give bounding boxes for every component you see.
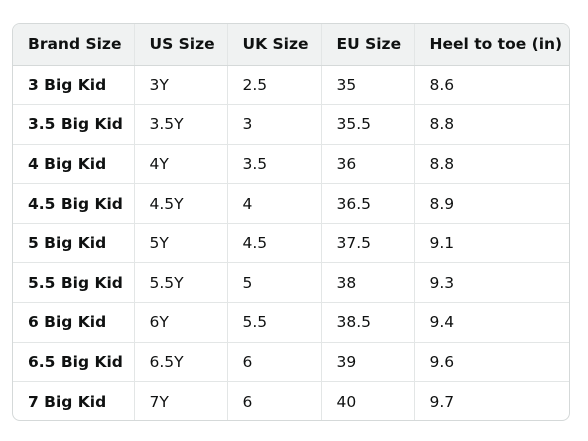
us-size-cell: 5Y bbox=[134, 223, 228, 264]
us-size-cell: 6.5Y bbox=[134, 342, 228, 383]
brand-size-cell: 6.5 Big Kid bbox=[13, 342, 135, 383]
us-size-cell: 7Y bbox=[134, 381, 228, 420]
heel-to-toe-cell: 9.7 bbox=[429, 392, 455, 411]
heel-to-toe-cell: 9.3 bbox=[414, 262, 569, 304]
us-size-cell: 6Y bbox=[134, 302, 228, 343]
eu-size-cell: 38.5 bbox=[321, 302, 415, 343]
uk-size-cell: 5 bbox=[227, 262, 322, 304]
column-header-heel-to-toe: Heel to toe (in) bbox=[414, 24, 569, 66]
table-row: 4.5 Big Kid 4.5Y 4 36.5 8.9 bbox=[13, 183, 569, 224]
brand-size-cell: 7 Big Kid bbox=[13, 381, 135, 420]
brand-size-cell: 3.5 Big Kid bbox=[13, 104, 135, 145]
column-header-brand-size: Brand Size bbox=[13, 24, 135, 66]
eu-size-cell: 37.5 bbox=[321, 223, 415, 264]
table-row: 5 Big Kid 5Y 4.5 37.5 9.1 bbox=[13, 223, 569, 264]
brand-size-cell: 5 Big Kid bbox=[13, 223, 135, 264]
brand-size-cell: 4.5 Big Kid bbox=[13, 183, 135, 224]
column-header-us-size: US Size bbox=[134, 24, 228, 66]
brand-size-cell: 4 Big Kid bbox=[13, 144, 135, 185]
table-row: 4 Big Kid 4Y 3.5 36 8.8 bbox=[13, 144, 569, 185]
column-header-uk-size: UK Size bbox=[227, 24, 322, 66]
uk-size-cell: 6 bbox=[227, 381, 322, 420]
heel-to-toe-cell: 9.1 bbox=[414, 223, 569, 264]
us-size-cell: 4Y bbox=[134, 144, 228, 185]
us-size-cell: 4.5Y bbox=[134, 183, 228, 224]
uk-size-cell: 5.5 bbox=[227, 302, 322, 343]
uk-size-cell: 2.5 bbox=[227, 65, 322, 106]
table-row: 6.5 Big Kid 6.5Y 6 39 9.6 bbox=[13, 342, 569, 383]
us-size-cell: 5.5Y bbox=[134, 262, 228, 304]
table-header: Brand Size US Size UK Size EU Size Heel … bbox=[13, 24, 569, 66]
table-row: 6 Big Kid 6Y 5.5 38.5 9.4 bbox=[13, 302, 569, 343]
us-size-cell: 3.5Y bbox=[134, 104, 228, 145]
eu-size-cell: 35.5 bbox=[321, 104, 415, 145]
uk-size-cell: 3.5 bbox=[227, 144, 322, 185]
heel-to-toe-cell: 8.8 bbox=[414, 144, 569, 185]
uk-size-cell: 6 bbox=[227, 342, 322, 383]
header-row: Brand Size US Size UK Size EU Size Heel … bbox=[13, 24, 569, 66]
table-body: 3 Big Kid 3Y 2.5 35 8.6 3.5 Big Kid 3.5Y… bbox=[13, 65, 569, 420]
eu-size-cell: 40 bbox=[321, 381, 415, 420]
column-header-eu-size: EU Size bbox=[321, 24, 415, 66]
size-chart-table-container: Brand Size US Size UK Size EU Size Heel … bbox=[12, 23, 570, 421]
size-chart-table: Brand Size US Size UK Size EU Size Heel … bbox=[13, 24, 569, 420]
uk-size-cell: 3 bbox=[227, 104, 322, 145]
brand-size-cell: 3 Big Kid bbox=[13, 65, 135, 106]
uk-size-cell: 4 bbox=[227, 183, 322, 224]
heel-to-toe-cell: 8.8 bbox=[414, 104, 569, 145]
eu-size-cell: 36 bbox=[321, 144, 415, 185]
eu-size-cell: 39 bbox=[321, 342, 415, 383]
heel-to-toe-cell: 9.4 bbox=[414, 302, 569, 343]
table-row: 3.5 Big Kid 3.5Y 3 35.5 8.8 bbox=[13, 104, 569, 145]
uk-size-cell: 4.5 bbox=[227, 223, 322, 264]
eu-size-cell: 36.5 bbox=[321, 183, 415, 224]
table-row: 5.5 Big Kid 5.5Y 5 38 9.3 bbox=[13, 262, 569, 304]
table-row: 7 Big Kid 7Y 6 40 9.7 bbox=[13, 381, 569, 420]
us-size-cell: 3Y bbox=[134, 65, 228, 106]
heel-to-toe-cell: 8.6 bbox=[414, 65, 569, 106]
brand-size-cell: 6 Big Kid bbox=[13, 302, 135, 343]
eu-size-cell: 35 bbox=[321, 65, 415, 106]
eu-size-cell: 38 bbox=[321, 262, 415, 304]
brand-size-cell: 5.5 Big Kid bbox=[13, 262, 135, 304]
heel-to-toe-cell: 9.6 bbox=[414, 342, 569, 383]
heel-to-toe-cell: 8.9 bbox=[414, 183, 569, 224]
table-row: 3 Big Kid 3Y 2.5 35 8.6 bbox=[13, 65, 569, 106]
